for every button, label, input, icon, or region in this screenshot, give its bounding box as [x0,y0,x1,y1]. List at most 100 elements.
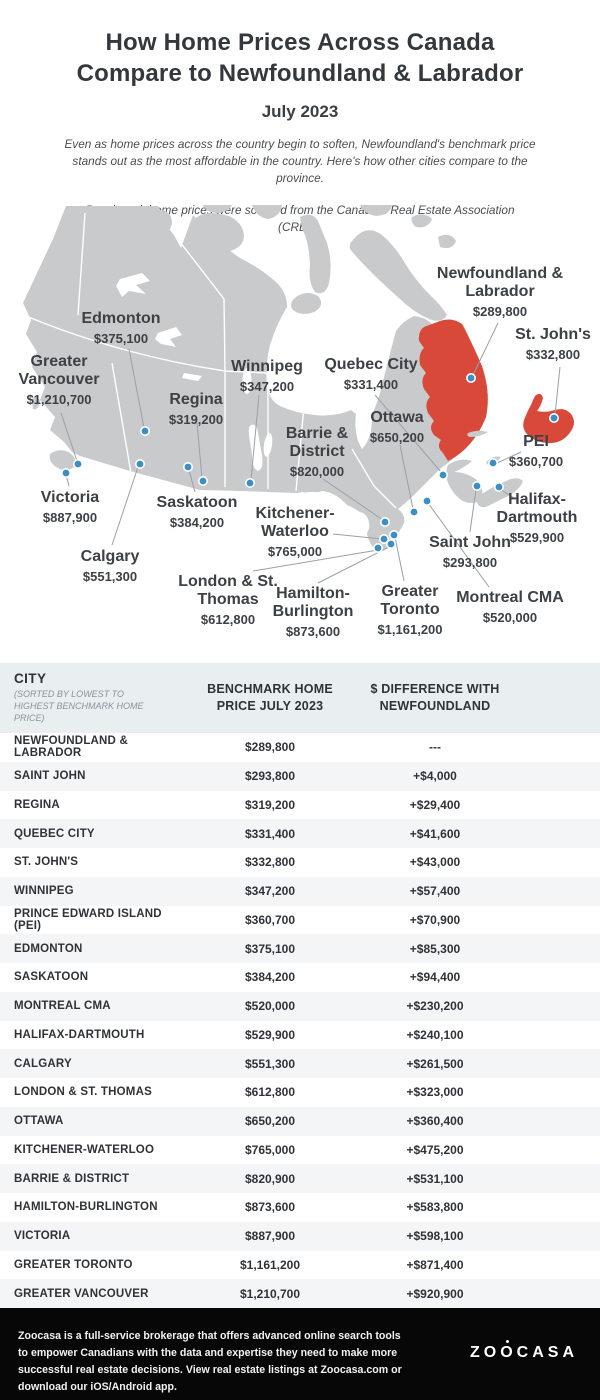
map-city-name: Kitchener-Waterloo [255,505,335,541]
map-city-name: Ottawa [370,409,424,426]
table-row: LONDON & ST. THOMAS $612,800 +$323,000 [14,1085,464,1100]
table-row: QUEBEC CITY $331,400 +$41,600 [0,819,600,848]
dot-saint-john [471,480,482,491]
map-city-name: PEI [523,433,549,450]
dot-toronto [388,529,399,540]
dot-pei [487,458,498,469]
arctic-islands [146,205,456,321]
map-city-price: $551,300 [82,569,138,585]
map-city-name: Quebec City [324,356,418,373]
map-city-name: Montreal CMA [456,589,564,606]
table-row: SAINT JOHN $293,800 +$4,000 [0,761,600,791]
table-row: WINNIPEG $347,200 +$57,400 [0,876,600,906]
map-label-saskatoon: Saskatoon $384,200 [137,494,257,530]
map-city-price: $384,200 [169,515,225,531]
map-label-kitchener-waterloo: Kitchener-Waterloo $765,000 [245,505,345,559]
map-city-name: Halifax-Dartmouth [496,491,578,527]
map-label-regina: Regina $319,200 [146,391,246,427]
dot-newfoundland [465,373,476,384]
lakes [116,273,370,534]
map-label-winnipeg: Winnipeg $347,200 [212,358,322,394]
table-header: CITY (SORTED BY LOWEST TO HIGHEST BENCHM… [0,663,600,733]
table-row: NEWFOUNDLAND & LABRADOR $289,800 --- [14,735,441,760]
map-city-name: Newfoundland & Labrador [436,265,564,301]
map-city-name: Barrie & District [285,425,349,461]
newfoundland-labrador-region [418,319,574,461]
dot-barrie [379,516,390,527]
report-date: July 2023 [261,102,339,121]
dot-london [372,542,383,553]
dot-hamilton [385,538,396,549]
map-city-price: $332,800 [525,347,581,363]
map-city-name: Winnipeg [231,358,303,375]
map-city-price: $529,900 [509,530,565,546]
pacific-islands [32,397,76,470]
dot-quebec-city [437,469,448,480]
table-row: ST. JOHN'S $332,800 +$43,000 [14,855,461,870]
map-city-price: $612,800 [200,612,256,628]
table-row: CALGARY $551,300 +$261,500 [0,1049,600,1078]
header: How Home Prices Across Canada Compare to… [0,0,600,234]
dot-saskatoon [183,461,194,472]
table-row: BARRIE & DISTRICT $820,900 +$531,100 [0,1164,600,1193]
table-row: EDMONTON $375,100 +$85,300 [0,934,600,963]
map-label-quebec-city: Quebec City $331,400 [311,356,431,392]
map-label-saint-john: Saint John $293,800 [415,534,525,570]
map-city-name: Regina [169,391,223,408]
map-city-price: $375,100 [93,331,149,347]
map-label-pei: PEI $360,700 [496,433,576,469]
map-label-hamilton-burlington: Hamilton-Burlington $873,600 [261,585,366,639]
dot-calgary [135,458,146,469]
map-city-price: $293,800 [442,555,498,571]
map-label-london-st-thomas: London & St. Thomas $612,800 [171,573,286,627]
zoocasa-logo: ZOOCASA [469,1344,578,1361]
intro-text: Even as home prices across the country b… [64,137,536,185]
dot-regina [198,475,209,486]
col-header-city: CITY (SORTED BY LOWEST TO HIGHEST BENCHM… [0,671,185,724]
map-city-price: $360,700 [508,454,564,470]
map-label-newfoundland-labrador: Newfoundland & Labrador $289,800 [425,265,575,319]
map-city-price: $650,200 [369,430,425,446]
map-city-price: $765,000 [267,544,323,560]
map-city-price: $820,000 [289,464,345,480]
map-label-greater-vancouver: Greater Vancouver $1,210,700 [9,353,109,407]
leader-lines [60,322,561,588]
col-header-diff: $ DIFFERENCE WITH NEWFOUNDLAND [370,681,500,714]
dot-edmonton [140,426,151,437]
map-city-price: $1,210,700 [26,392,92,408]
dot-ottawa [408,506,419,517]
table-row: HAMILTON-BURLINGTON $873,600 +$583,800 [14,1200,464,1215]
canada-map-svg [23,205,574,588]
map-city-price: $289,800 [472,304,528,320]
map-label-ottawa: Ottawa $650,200 [347,409,447,445]
city-dots [60,373,559,553]
table-row: KITCHENER-WATERLOO $765,000 +$475,200 [14,1142,464,1157]
map-label-halifax-dartmouth: Halifax-Dartmouth $529,900 [482,491,592,545]
map-city-name: Edmonton [81,310,161,327]
dot-montreal [421,495,432,506]
map-city-name: Victoria [40,489,100,506]
map-city-price: $319,200 [168,412,224,428]
canada-map: Greater Vancouver $1,210,700 Victoria $8… [0,203,600,663]
dot-halifax [493,481,504,492]
col-header-city-note: (SORTED BY LOWEST TO HIGHEST BENCHMARK H… [14,689,144,723]
map-city-price: $887,900 [42,510,98,526]
table-row: VICTORIA $887,900 +$598,100 [0,1221,600,1251]
map-city-name: London & St. Thomas [178,573,278,609]
table-row: OTTAWA $650,200 +$360,400 [0,1106,600,1136]
table-row: PRINCE EDWARD ISLAND (PEI) $360,700 +$70… [14,907,461,932]
map-city-price: $347,200 [239,379,295,395]
table-row: HALIFAX-DARTMOUTH $529,900 +$240,100 [14,1027,464,1042]
map-label-calgary: Calgary $551,300 [55,548,165,584]
map-city-name: Greater Vancouver [18,353,100,389]
table-row: MONTREAL CMA $520,000 +$230,200 [0,991,600,1021]
col-header-price: BENCHMARK HOME PRICE JULY 2023 [207,681,333,714]
price-table: CITY (SORTED BY LOWEST TO HIGHEST BENCHM… [0,663,600,1308]
map-label-barrie: Barrie & District $820,000 [276,425,358,479]
map-city-name: Calgary [80,548,140,565]
table-row: SASKATOON $384,200 +$94,400 [14,970,461,985]
map-label-greater-toronto: Greater Toronto $1,161,200 [365,583,455,637]
map-city-price: $520,000 [482,610,538,626]
dot-st-johns [548,413,559,424]
